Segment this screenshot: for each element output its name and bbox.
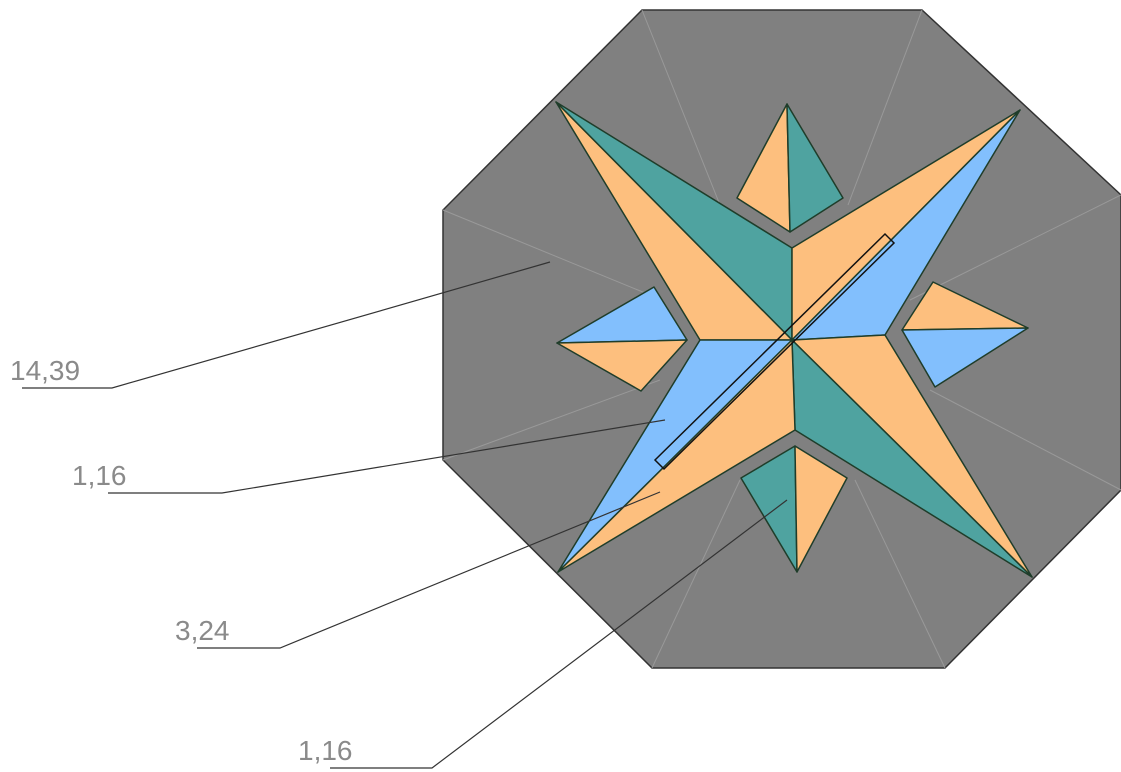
label: 1,16 [72,460,127,491]
label: 3,24 [175,615,230,646]
label: 1,16 [298,735,353,766]
kites [556,103,1029,573]
diagonal-strip [653,232,896,471]
leaders [22,261,788,769]
label: 14,39 [10,355,80,386]
octagon-seams [442,9,1121,669]
